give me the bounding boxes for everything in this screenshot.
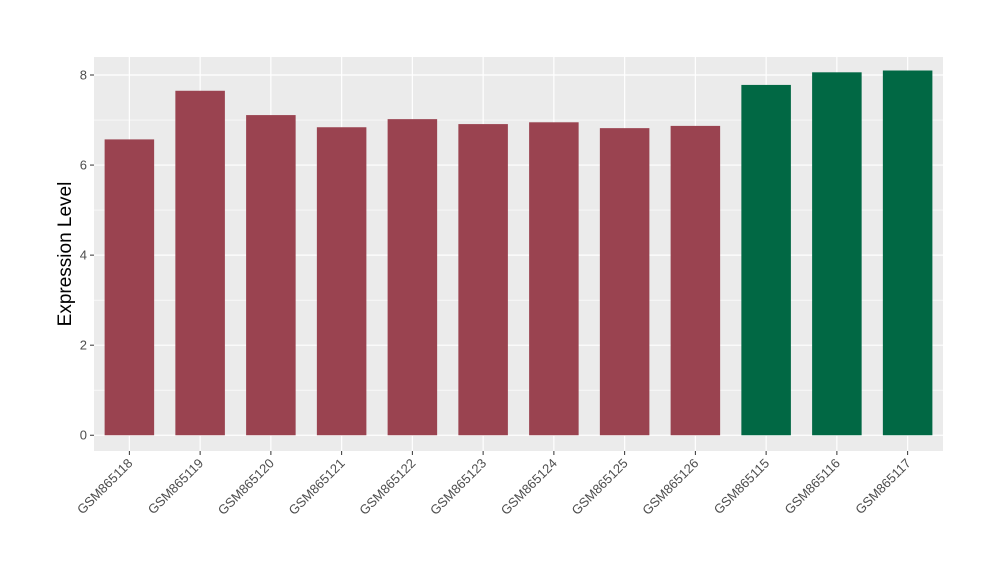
x-axis: GSM865118 GSM865119 GSM865120 GSM865121 GSM8… bbox=[74, 451, 914, 518]
bar-GSM865118 bbox=[104, 139, 155, 436]
x-tick-label: GSM865122 bbox=[356, 456, 418, 518]
x-tick-label: GSM865120 bbox=[215, 456, 277, 518]
y-tick-label: 0 bbox=[80, 428, 87, 443]
x-tick-label: GSM865118 bbox=[74, 456, 136, 518]
minor-gridlines bbox=[94, 119, 943, 391]
bar-GSM865124 bbox=[529, 122, 579, 436]
plot-panel bbox=[94, 57, 943, 451]
bar-GSM865126 bbox=[670, 125, 721, 436]
bar-GSM865115 bbox=[741, 84, 791, 436]
x-tick-label: GSM865117 bbox=[852, 456, 914, 518]
x-tick-label: GSM865116 bbox=[781, 456, 843, 518]
y-tick-label: 6 bbox=[80, 158, 87, 173]
bar-GSM865123 bbox=[458, 124, 508, 436]
x-tick-label: GSM865125 bbox=[569, 456, 631, 518]
bar-GSM865121 bbox=[316, 127, 367, 436]
y-axis: 0 2 4 6 8 bbox=[80, 68, 94, 443]
bar-GSM865125 bbox=[599, 128, 650, 436]
bar-GSM865117 bbox=[882, 70, 933, 436]
y-tick-label: 8 bbox=[80, 68, 87, 83]
y-axis-label: Expression Level bbox=[55, 182, 76, 327]
bar-GSM865122 bbox=[387, 119, 438, 436]
x-tick-label: GSM865126 bbox=[639, 456, 701, 518]
x-tick-label: GSM865124 bbox=[498, 456, 560, 518]
y-tick-label: 4 bbox=[80, 248, 87, 263]
y-tick-label: 2 bbox=[80, 338, 87, 353]
x-tick-label: GSM865121 bbox=[286, 456, 348, 518]
x-tick-label: GSM865115 bbox=[711, 456, 773, 518]
x-tick-label: GSM865119 bbox=[145, 456, 207, 518]
bar-GSM865119 bbox=[175, 90, 225, 436]
bar-GSM865116 bbox=[812, 72, 862, 436]
x-tick-label: GSM865123 bbox=[427, 456, 489, 518]
bars bbox=[104, 70, 933, 436]
bar-GSM865120 bbox=[246, 115, 296, 436]
